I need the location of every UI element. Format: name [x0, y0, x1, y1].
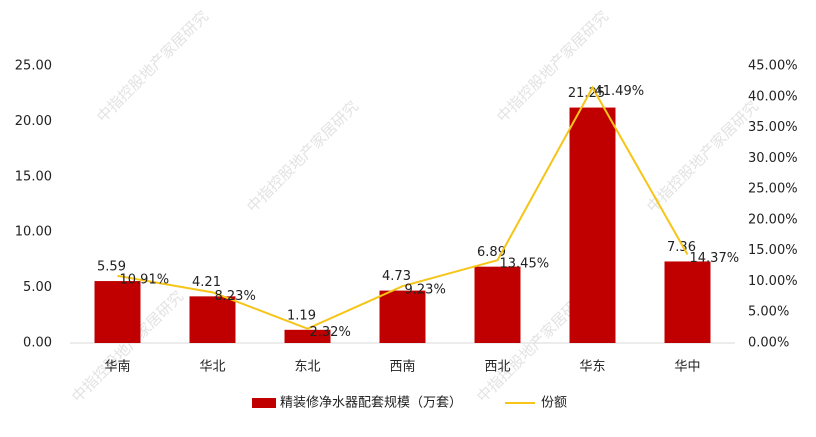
watermark: 中指控股地产家居研究	[243, 97, 362, 216]
legend-label: 份额	[541, 396, 567, 411]
y2-tick-label: 0.00%	[748, 336, 789, 351]
watermark: 中指控股地产家居研究	[93, 7, 212, 126]
y2-tick-label: 35.00%	[748, 120, 798, 135]
y-tick-label: 0.00	[23, 336, 52, 351]
y-tick-label: 15.00	[15, 169, 52, 184]
x-tick-label: 东北	[294, 360, 320, 375]
y2-tick-label: 45.00%	[748, 59, 798, 74]
bar	[284, 329, 331, 343]
line-value-label: 9.23%	[405, 283, 446, 298]
y2-tick-label: 20.00%	[748, 212, 798, 227]
line-value-label: 13.45%	[500, 257, 550, 272]
x-tick-label: 西北	[484, 360, 510, 375]
share-line	[117, 85, 689, 330]
x-tick-label: 华中	[674, 360, 700, 375]
line-value-label: 10.91%	[120, 272, 170, 287]
x-tick-label: 华东	[579, 360, 605, 375]
bar	[94, 281, 141, 343]
watermark: 中指控股地产家居研究	[643, 97, 762, 216]
y2-tick-label: 15.00%	[748, 243, 798, 258]
x-tick-label: 西南	[389, 359, 415, 375]
y-tick-label: 25.00	[15, 59, 52, 74]
x-tick-label: 华北	[199, 360, 225, 375]
bar	[569, 107, 616, 343]
y-tick-label: 20.00	[15, 114, 52, 129]
bar	[474, 266, 521, 343]
bar-value-label: 4.73	[382, 269, 411, 284]
bar-value-label: 1.19	[287, 308, 316, 323]
y-tick-label: 5.00	[23, 280, 52, 295]
y2-tick-label: 30.00%	[748, 151, 798, 166]
line-value-label: 8.23%	[215, 289, 256, 304]
line-value-label: 14.37%	[690, 251, 740, 266]
bar-value-label: 4.21	[192, 275, 221, 290]
line-value-label: 41.49%	[595, 84, 645, 99]
y2-tick-label: 25.00%	[748, 182, 798, 197]
y2-tick-label: 10.00%	[748, 274, 798, 289]
line-value-label: 2.32%	[310, 325, 351, 340]
bar-value-label: 7.36	[667, 240, 696, 255]
bar-value-label: 21.25	[568, 86, 605, 101]
y2-tick-label: 5.00%	[748, 305, 789, 320]
bar-value-label: 5.59	[97, 260, 126, 275]
bar	[379, 290, 426, 343]
y2-tick-label: 40.00%	[748, 89, 798, 104]
y-tick-label: 10.00	[15, 225, 52, 240]
bar	[189, 296, 236, 343]
legend-label: 精装修净水器配套规模（万套）	[280, 395, 462, 411]
x-tick-label: 华南	[104, 359, 130, 375]
legend-swatch	[252, 398, 276, 408]
bar	[664, 261, 711, 343]
